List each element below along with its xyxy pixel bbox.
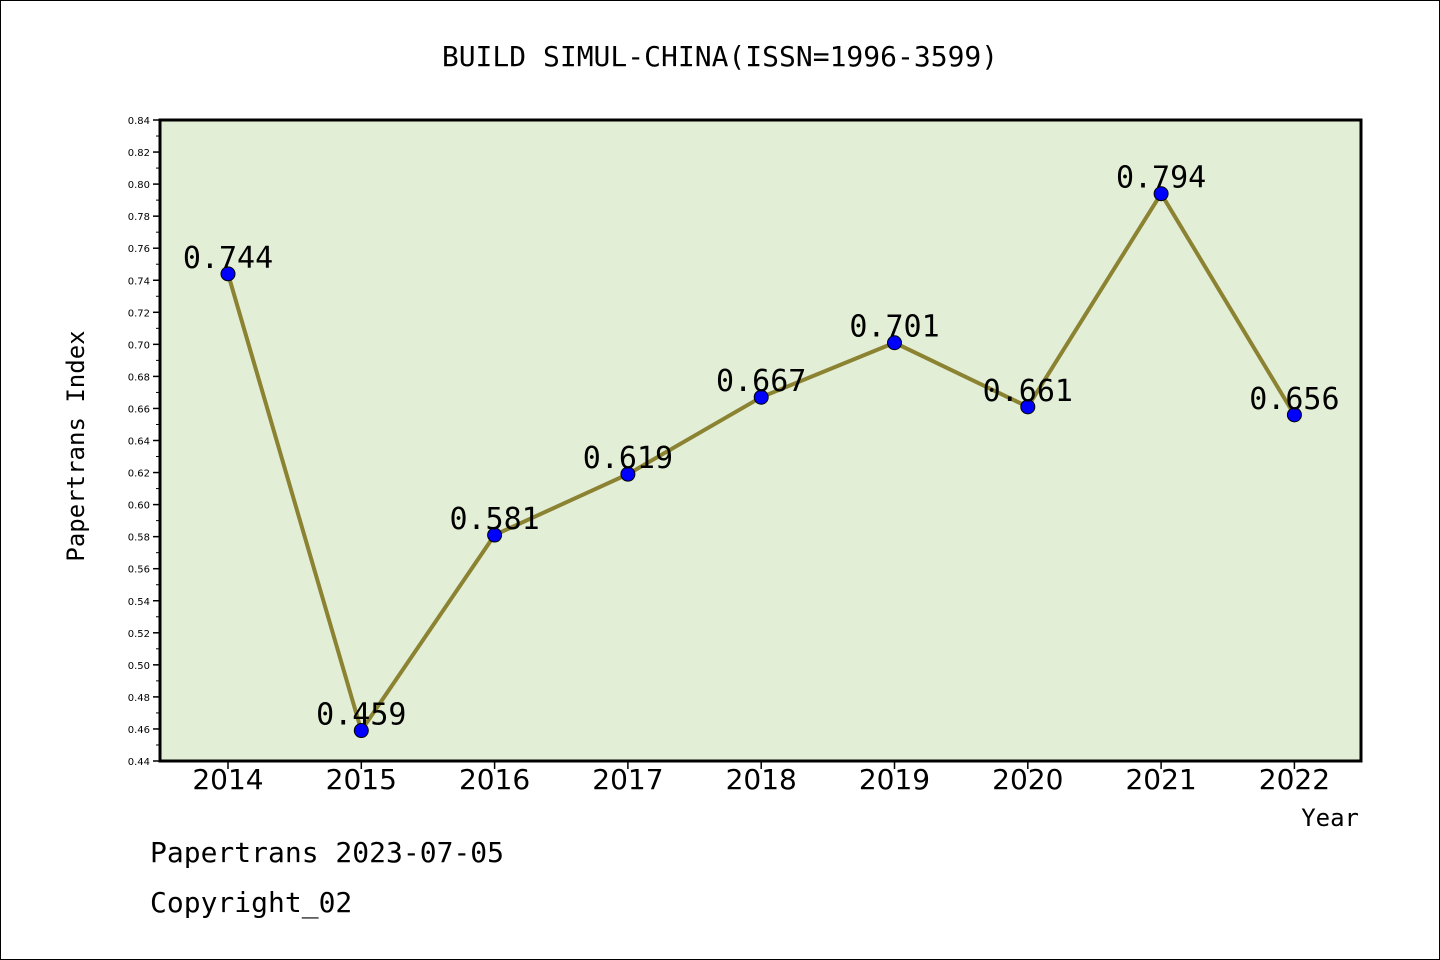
x-tick-label: 2022 <box>1259 763 1330 796</box>
data-label: 0.794 <box>1116 161 1206 196</box>
data-point <box>1020 399 1036 415</box>
y-tick-label: 0.58 <box>128 533 150 544</box>
data-label: 0.661 <box>983 374 1073 409</box>
y-axis: 0.44 0.46 0.48 0.50 0.52 0.54 0.56 0.58 0.60 0.62… <box>128 116 160 768</box>
data-point <box>220 266 236 282</box>
footer-date: Papertrans 2023-07-05 <box>150 836 505 869</box>
y-tick-label: 0.64 <box>128 437 150 448</box>
data-point <box>353 723 369 739</box>
x-tick-label: 2016 <box>459 763 530 796</box>
y-tick-label: 0.76 <box>128 244 150 255</box>
y-axis-label: Papertrans Index <box>62 330 90 561</box>
y-tick-label: 0.66 <box>128 404 150 415</box>
y-tick-label: 0.50 <box>128 661 150 672</box>
y-tick-label: 0.44 <box>128 757 150 768</box>
data-label: 0.701 <box>849 310 939 345</box>
y-tick-label: 0.56 <box>128 565 150 576</box>
data-label: 0.667 <box>716 364 806 399</box>
y-tick-label: 0.62 <box>128 469 150 480</box>
data-point <box>753 389 769 405</box>
chart-title: BUILD SIMUL-CHINA(ISSN=1996-3599) <box>442 40 998 73</box>
x-tick-label: 2019 <box>859 763 930 796</box>
y-tick-label: 0.78 <box>128 212 150 223</box>
x-tick-label: 2014 <box>192 763 263 796</box>
y-tick-label: 0.72 <box>128 308 150 319</box>
x-tick-label: 2018 <box>726 763 797 796</box>
data-point <box>1153 186 1169 202</box>
y-tick-label: 0.46 <box>128 725 150 736</box>
y-tick-label: 0.74 <box>128 276 150 287</box>
data-label: 0.744 <box>183 241 273 276</box>
footer-copyright: Copyright_02 <box>150 886 353 919</box>
data-point <box>487 527 503 543</box>
x-tick-label: 2021 <box>1125 763 1196 796</box>
x-axis-label: Year <box>1301 804 1359 832</box>
data-label: 0.656 <box>1249 382 1339 417</box>
data-point <box>1286 407 1302 423</box>
data-label: 0.459 <box>316 698 406 733</box>
x-tick-label: 2020 <box>992 763 1063 796</box>
y-tick-label: 0.68 <box>128 372 150 383</box>
plot-area <box>158 118 1363 763</box>
y-tick-label: 0.52 <box>128 629 150 640</box>
y-tick-label: 0.84 <box>128 116 150 127</box>
series <box>220 186 1302 739</box>
x-tick-label: 2015 <box>326 763 397 796</box>
x-axis: 2014 2015 2016 2017 2018 2019 2020 2021 2022 <box>192 761 1330 796</box>
x-tick-label: 2017 <box>592 763 663 796</box>
data-label: 0.581 <box>449 502 539 537</box>
y-tick-label: 0.82 <box>128 148 150 159</box>
y-tick-label: 0.54 <box>128 597 150 608</box>
y-tick-label: 0.70 <box>128 340 150 351</box>
y-tick-label: 0.60 <box>128 501 150 512</box>
data-point <box>887 335 902 351</box>
data-label: 0.619 <box>583 441 673 476</box>
y-tick-label: 0.48 <box>128 693 150 704</box>
data-point <box>620 466 636 482</box>
data-labels: 0.744 0.459 0.581 0.619 0.667 0.701 0.661 0.794… <box>183 161 1340 733</box>
y-tick-label: 0.80 <box>128 180 150 191</box>
